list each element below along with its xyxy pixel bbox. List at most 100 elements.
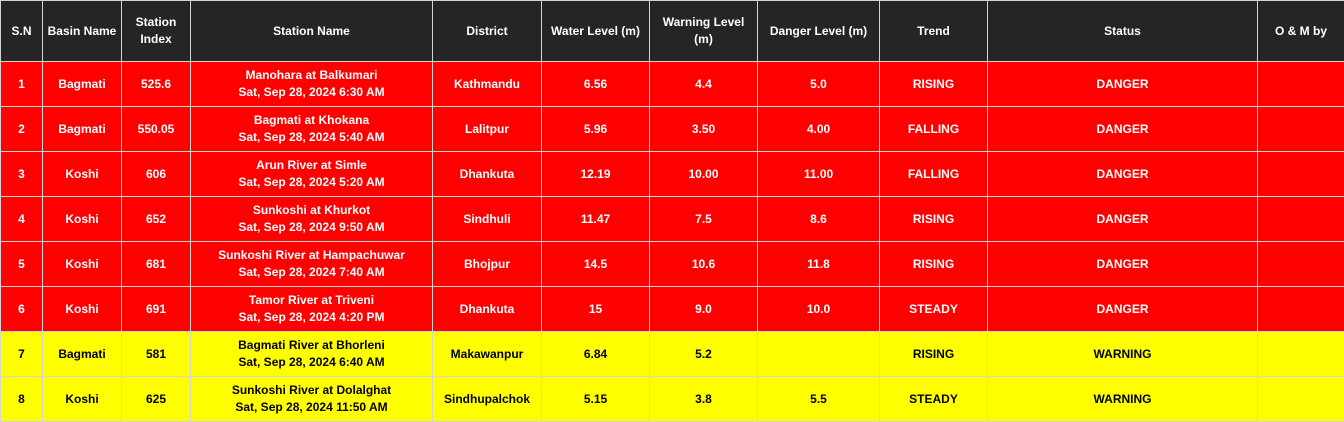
station-name: Bagmati at Khokana [193,112,430,129]
cell-station-index: 550.05 [122,107,191,152]
column-header-om-by: O & M by [1258,1,1344,62]
cell-danger-level: 5.0 [758,62,880,107]
table-row: 4 Koshi 652 Sunkoshi at Khurkot Sat, Sep… [1,197,1344,242]
cell-danger-level: 10.0 [758,287,880,332]
column-header-basin-name: Basin Name [43,1,122,62]
cell-om-by [1258,287,1344,332]
cell-danger-level: 5.5 [758,377,880,422]
table-row: 5 Koshi 681 Sunkoshi River at Hampachuwa… [1,242,1344,287]
cell-station-index: 681 [122,242,191,287]
cell-status: WARNING [988,332,1258,377]
cell-water-level: 6.56 [542,62,650,107]
cell-station-name: Arun River at Simle Sat, Sep 28, 2024 5:… [191,152,433,197]
station-timestamp: Sat, Sep 28, 2024 11:50 AM [193,399,430,416]
cell-status: DANGER [988,62,1258,107]
station-name: Sunkoshi River at Hampachuwar [193,247,430,264]
cell-district: Dhankuta [433,287,542,332]
cell-basin: Koshi [43,152,122,197]
cell-warning-level: 10.6 [650,242,758,287]
station-name: Sunkoshi River at Dolalghat [193,382,430,399]
cell-danger-level: 11.8 [758,242,880,287]
cell-station-index: 606 [122,152,191,197]
cell-warning-level: 4.4 [650,62,758,107]
cell-sn: 1 [1,62,43,107]
cell-water-level: 15 [542,287,650,332]
table-row: 1 Bagmati 525.6 Manohara at Balkumari Sa… [1,62,1344,107]
cell-om-by [1258,197,1344,242]
cell-water-level: 14.5 [542,242,650,287]
cell-water-level: 5.96 [542,107,650,152]
column-header-trend: Trend [880,1,988,62]
cell-station-name: Bagmati River at Bhorleni Sat, Sep 28, 2… [191,332,433,377]
cell-warning-level: 5.2 [650,332,758,377]
column-header-water-level: Water Level (m) [542,1,650,62]
cell-sn: 5 [1,242,43,287]
cell-station-name: Sunkoshi at Khurkot Sat, Sep 28, 2024 9:… [191,197,433,242]
cell-water-level: 6.84 [542,332,650,377]
cell-sn: 8 [1,377,43,422]
cell-sn: 4 [1,197,43,242]
cell-trend: RISING [880,242,988,287]
cell-basin: Bagmati [43,332,122,377]
cell-status: DANGER [988,197,1258,242]
cell-status: DANGER [988,287,1258,332]
cell-district: Sindhuli [433,197,542,242]
station-timestamp: Sat, Sep 28, 2024 7:40 AM [193,264,430,281]
station-timestamp: Sat, Sep 28, 2024 5:20 AM [193,174,430,191]
table-row: 3 Koshi 606 Arun River at Simle Sat, Sep… [1,152,1344,197]
cell-trend: FALLING [880,107,988,152]
table-row: 8 Koshi 625 Sunkoshi River at Dolalghat … [1,377,1344,422]
table-header-row: S.N Basin Name Station Index Station Nam… [1,1,1344,62]
station-name: Arun River at Simle [193,157,430,174]
cell-station-name: Tamor River at Triveni Sat, Sep 28, 2024… [191,287,433,332]
station-name: Sunkoshi at Khurkot [193,202,430,219]
cell-station-index: 691 [122,287,191,332]
cell-warning-level: 9.0 [650,287,758,332]
cell-station-name: Manohara at Balkumari Sat, Sep 28, 2024 … [191,62,433,107]
cell-district: Bhojpur [433,242,542,287]
cell-sn: 3 [1,152,43,197]
table-row: 6 Koshi 691 Tamor River at Triveni Sat, … [1,287,1344,332]
cell-warning-level: 7.5 [650,197,758,242]
cell-district: Makawanpur [433,332,542,377]
cell-status: DANGER [988,242,1258,287]
cell-danger-level: 11.00 [758,152,880,197]
cell-status: DANGER [988,107,1258,152]
cell-basin: Bagmati [43,62,122,107]
column-header-warning-level: Warning Level (m) [650,1,758,62]
cell-om-by [1258,242,1344,287]
cell-station-index: 581 [122,332,191,377]
cell-status: WARNING [988,377,1258,422]
cell-warning-level: 3.8 [650,377,758,422]
cell-basin: Koshi [43,242,122,287]
cell-basin: Koshi [43,287,122,332]
station-name: Tamor River at Triveni [193,292,430,309]
column-header-sn: S.N [1,1,43,62]
cell-trend: STEADY [880,377,988,422]
column-header-district: District [433,1,542,62]
cell-water-level: 11.47 [542,197,650,242]
cell-water-level: 12.19 [542,152,650,197]
cell-status: DANGER [988,152,1258,197]
cell-station-name: Sunkoshi River at Hampachuwar Sat, Sep 2… [191,242,433,287]
cell-station-index: 525.6 [122,62,191,107]
cell-danger-level [758,332,880,377]
cell-basin: Koshi [43,197,122,242]
cell-district: Kathmandu [433,62,542,107]
cell-sn: 7 [1,332,43,377]
cell-water-level: 5.15 [542,377,650,422]
station-timestamp: Sat, Sep 28, 2024 9:50 AM [193,219,430,236]
cell-danger-level: 4.00 [758,107,880,152]
cell-om-by [1258,332,1344,377]
cell-trend: RISING [880,332,988,377]
column-header-status: Status [988,1,1258,62]
station-name: Bagmati River at Bhorleni [193,337,430,354]
cell-station-index: 625 [122,377,191,422]
cell-district: Lalitpur [433,107,542,152]
station-timestamp: Sat, Sep 28, 2024 6:40 AM [193,354,430,371]
cell-station-name: Sunkoshi River at Dolalghat Sat, Sep 28,… [191,377,433,422]
cell-basin: Bagmati [43,107,122,152]
table-row: 2 Bagmati 550.05 Bagmati at Khokana Sat,… [1,107,1344,152]
cell-trend: RISING [880,197,988,242]
